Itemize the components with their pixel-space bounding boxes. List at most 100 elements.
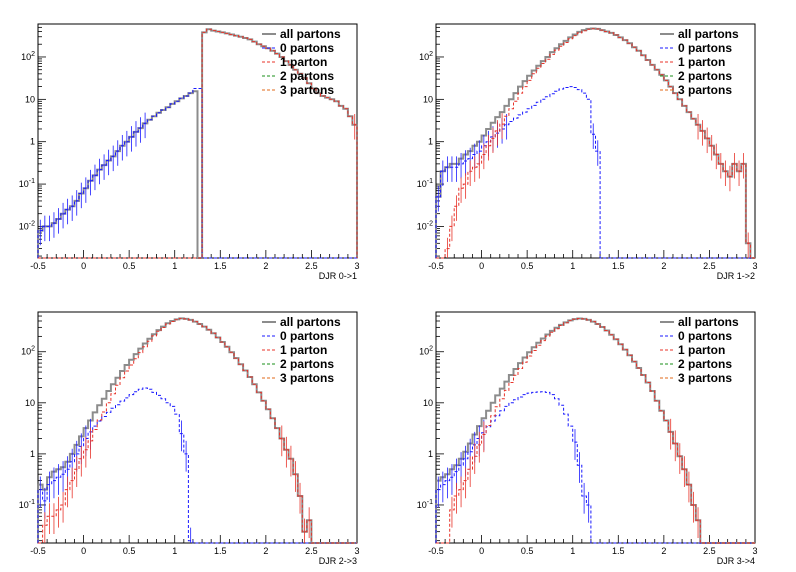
x-tick-label: 1.5 (214, 261, 227, 271)
y-tick-label: 102 (419, 51, 433, 62)
y-tick-label: 102 (21, 346, 35, 357)
legend-label: 0 partons (678, 41, 732, 55)
x-axis-title: DJR 1->2 (717, 271, 755, 281)
legend-label: 3 partons (678, 371, 732, 385)
legend-label: 3 partons (678, 83, 732, 97)
x-tick-label: -0.5 (428, 546, 444, 556)
y-tick-label: 102 (419, 346, 433, 357)
x-tick-label: 1.5 (612, 261, 625, 271)
x-axis-title: DJR 3->4 (717, 556, 755, 566)
y-tick-label: 1 (30, 449, 35, 459)
y-axis: 10-1 1 10 102 (417, 311, 444, 542)
y-axis: 10-1 1 10 102 (19, 311, 46, 542)
x-tick-label: 1 (570, 546, 575, 556)
x-axis: -0.5 0 0.5 1 1.5 2 2.5 3 (428, 250, 758, 271)
histogram-line (435, 27, 755, 259)
x-tick-label: -0.5 (30, 546, 46, 556)
x-tick-label: 0.5 (521, 546, 534, 556)
x-tick-label: -0.5 (30, 261, 46, 271)
legend-label: 2 partons (280, 69, 334, 83)
x-tick-label: 1 (172, 261, 177, 271)
x-tick-label: 3 (752, 546, 757, 556)
histogram-line (38, 318, 357, 544)
series-all-partons (37, 28, 358, 259)
legend-label: all partons (280, 27, 341, 41)
series-1-parton (436, 28, 755, 259)
x-tick-label: -0.5 (428, 261, 444, 271)
y-tick-label: 10-1 (417, 499, 433, 510)
legend-label: all partons (678, 315, 739, 329)
legend-label: 2 partons (678, 69, 732, 83)
y-tick-label: 10 (25, 398, 35, 408)
x-tick-label: 3 (354, 546, 359, 556)
x-tick-label: 0 (479, 261, 484, 271)
y-tick-label: 102 (21, 51, 35, 62)
x-axis: -0.5 0 0.5 1 1.5 2 2.5 3 (428, 535, 758, 556)
plot-frame (435, 23, 756, 259)
legend-label: 1 parton (280, 343, 327, 357)
histogram-line (37, 28, 358, 259)
legend-label: all partons (678, 27, 739, 41)
x-tick-label: 2 (263, 261, 268, 271)
series-1-parton (436, 318, 755, 544)
y-tick-label: 10 (423, 398, 433, 408)
series-0-partons (37, 387, 357, 544)
series-0-partons (435, 86, 755, 259)
legend-label: 2 partons (280, 357, 334, 371)
y-tick-label: 10-1 (417, 178, 433, 189)
legend-label: 1 parton (280, 55, 327, 69)
x-tick-label: 3 (354, 261, 359, 271)
y-tick-label: 1 (30, 137, 35, 147)
x-tick-label: 2.5 (703, 261, 716, 271)
histogram-line (435, 86, 755, 259)
legend-label: all partons (280, 315, 341, 329)
x-tick-label: 2 (661, 261, 666, 271)
legend-label: 3 partons (280, 83, 334, 97)
y-tick-label: 1 (428, 449, 433, 459)
x-tick-label: 0 (81, 546, 86, 556)
y-tick-label: 1 (428, 137, 433, 147)
y-tick-label: 10 (423, 94, 433, 104)
histogram-line (38, 28, 358, 259)
legend-label: 0 partons (678, 329, 732, 343)
series-all-partons (435, 27, 755, 259)
legend-label: 0 partons (280, 329, 334, 343)
x-axis-title: DJR 0->1 (319, 271, 357, 281)
y-tick-label: 10-2 (19, 220, 35, 231)
x-axis: -0.5 0 0.5 1 1.5 2 2.5 3 (30, 250, 360, 271)
series-1-parton (38, 318, 357, 544)
x-tick-label: 0 (81, 261, 86, 271)
y-tick-label: 10-2 (417, 220, 433, 231)
x-tick-label: 2.5 (305, 261, 318, 271)
x-tick-label: 2 (263, 546, 268, 556)
histogram-line (435, 391, 755, 544)
x-tick-label: 0.5 (521, 261, 534, 271)
x-axis-title: DJR 2->3 (319, 556, 357, 566)
histogram-line (436, 28, 755, 259)
legend-label: 2 partons (678, 357, 732, 371)
x-tick-label: 1 (172, 546, 177, 556)
series-0-partons (37, 88, 357, 259)
legend-label: 1 parton (678, 55, 725, 69)
x-tick-label: 1.5 (612, 546, 625, 556)
x-tick-label: 1 (570, 261, 575, 271)
x-tick-label: 2.5 (305, 546, 318, 556)
series-1-parton (38, 28, 358, 259)
histogram-line (37, 387, 357, 544)
series-0-partons (435, 391, 755, 544)
x-tick-label: 0.5 (123, 261, 136, 271)
y-tick-label: 10-1 (19, 499, 35, 510)
histogram-line (37, 88, 357, 259)
x-axis: -0.5 0 0.5 1 1.5 2 2.5 3 (30, 535, 360, 556)
y-tick-label: 10 (25, 94, 35, 104)
x-tick-label: 3 (752, 261, 757, 271)
legend-label: 1 parton (678, 343, 725, 357)
